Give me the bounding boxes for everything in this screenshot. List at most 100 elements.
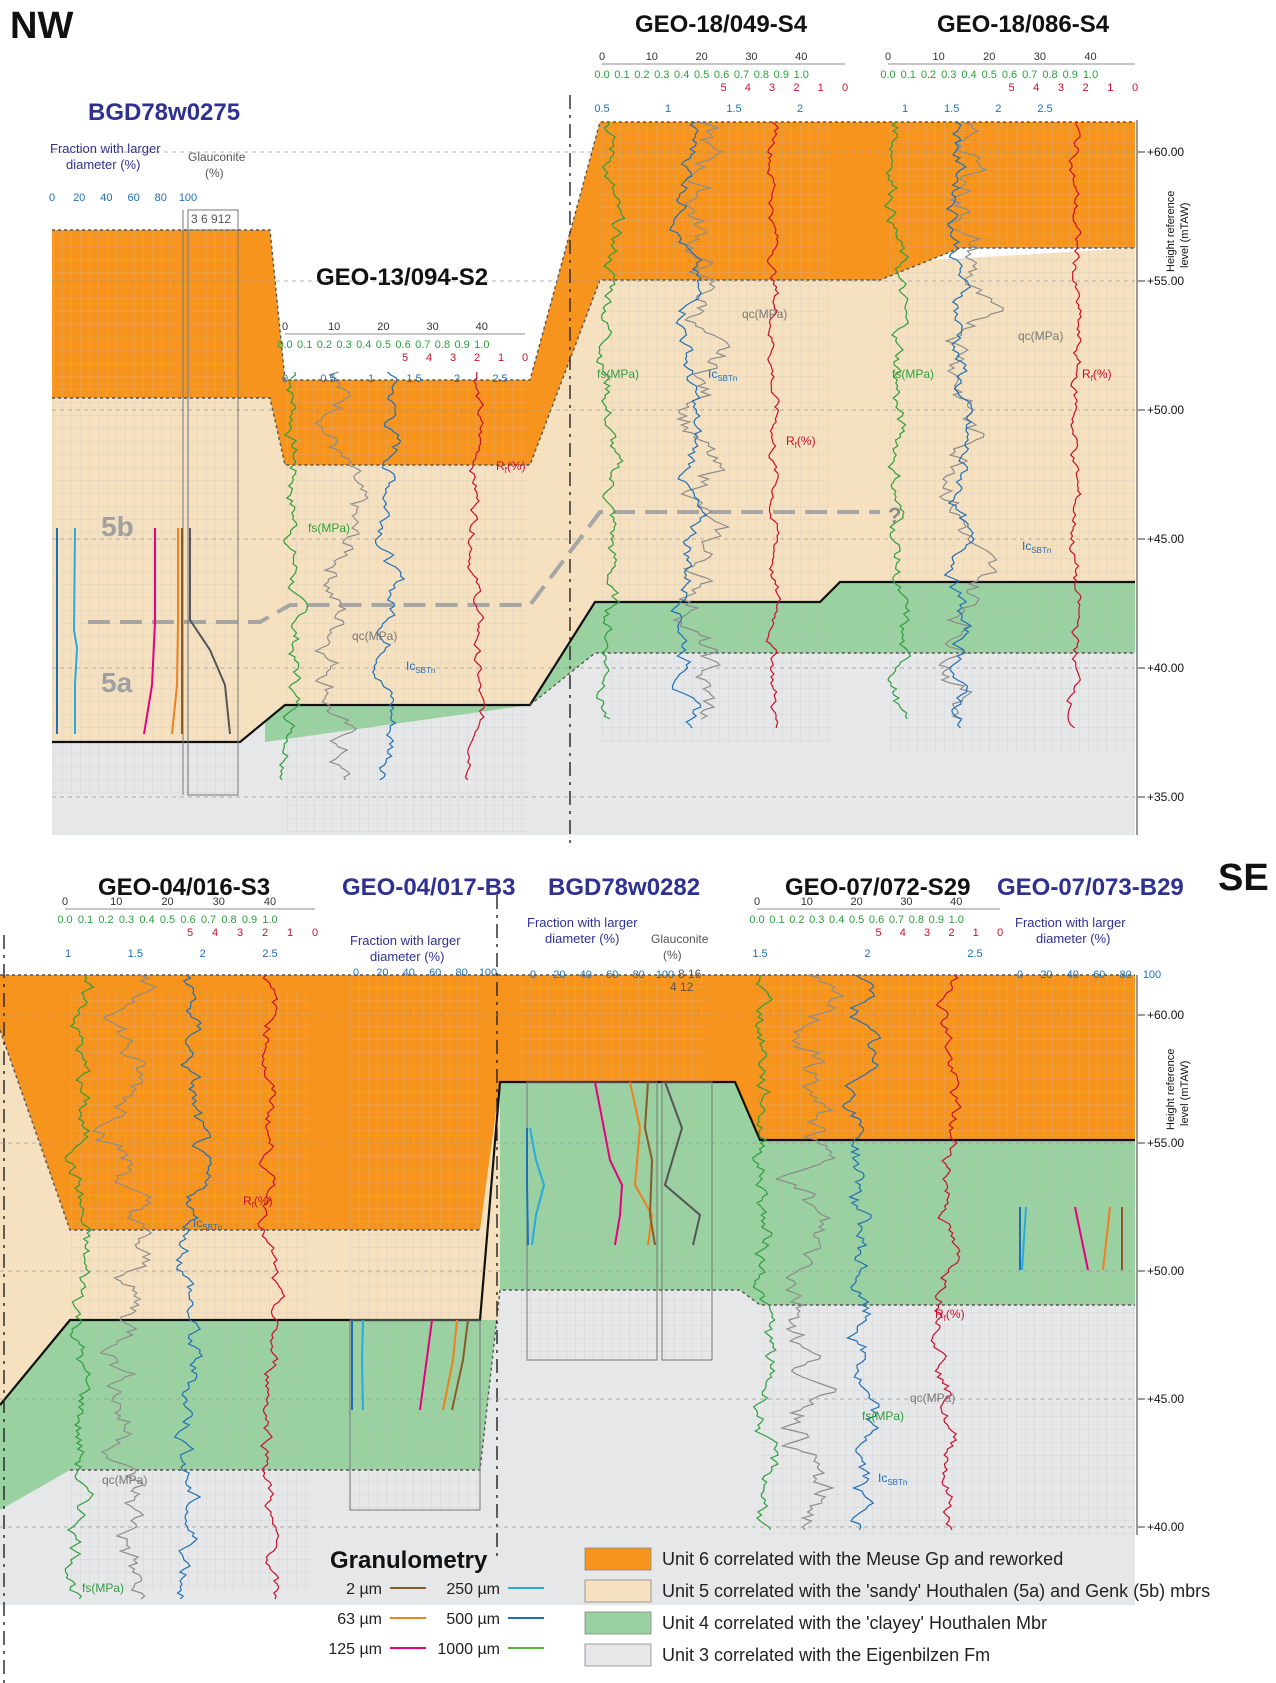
elevation-axis-bottom: Height reference level (mTAW) <box>1165 1049 1191 1130</box>
borehole-title: GEO-07/072-S29 <box>785 874 970 901</box>
granulometry-label: 1000 µm <box>437 1641 500 1658</box>
fs-tick: 0.2 <box>98 914 113 926</box>
granulometry-label: 125 µm <box>328 1641 382 1658</box>
borehole-title: BGD78w0282 <box>548 874 700 901</box>
qc-tick: 30 <box>745 51 757 63</box>
borehole-title: GEO-18/086-S4 <box>937 11 1110 38</box>
qc-label: qc(MPa) <box>352 629 397 643</box>
fs-tick: 0.7 <box>201 914 216 926</box>
fs-tick: 0.4 <box>356 339 371 351</box>
cpt-trace <box>278 371 309 781</box>
fraction-tick: 80 <box>455 967 467 979</box>
elev-tick-label: +40.00 <box>1147 661 1184 675</box>
qc-tick: 10 <box>110 896 122 908</box>
rf-label: Rf(%) <box>243 1194 273 1210</box>
fraction-header-line2: diameter (%) <box>370 949 444 964</box>
glauconite-header-line1: Glauconite <box>188 150 246 164</box>
cpt-trace <box>1066 121 1082 729</box>
fs-tick: 0.5 <box>160 914 175 926</box>
ic-tick: 0.5 <box>594 103 609 115</box>
ic-tick: 1 <box>902 103 908 115</box>
ic-label: IcSBTn <box>406 659 435 675</box>
rf-tick: 5 <box>720 82 726 94</box>
cpt-trace <box>464 371 485 781</box>
fraction-tick: 100 <box>656 969 674 981</box>
qc-tick: 30 <box>213 896 225 908</box>
elevation-ticks: +60.00 +55.00 +50.00 +45.00 +40.00 +35.00 +60.… <box>1136 120 1184 1535</box>
ic-tick: 2.5 <box>1037 103 1052 115</box>
fs-label: fs(MPa) <box>862 1409 904 1423</box>
cpt-trace <box>883 121 912 720</box>
fraction-tick: 0 <box>1017 969 1023 981</box>
fs-tick: 0.3 <box>941 69 956 81</box>
fs-tick: 0.5 <box>376 339 391 351</box>
fs-tick: 0.5 <box>849 914 864 926</box>
fraction-header-line1: Fraction with larger <box>1015 915 1126 930</box>
fs-tick: 0.0 <box>594 69 609 81</box>
ic-tick: 1.5 <box>726 103 741 115</box>
fraction-header-line2: diameter (%) <box>66 157 140 172</box>
rf-label: Rf(%) <box>1082 367 1112 383</box>
fraction-tick: 20 <box>1040 969 1052 981</box>
fraction-tick: 80 <box>155 192 167 204</box>
elev-tick-label: +55.00 <box>1147 1136 1184 1150</box>
rf-tick: 0 <box>842 82 848 94</box>
ic-tick: 2 <box>454 373 460 385</box>
borehole-title: GEO-07/073-B29 <box>997 874 1184 901</box>
cpt-trace <box>943 121 975 729</box>
fraction-tick: 0 <box>530 969 536 981</box>
elevation-axis-top: Height reference level (mTAW) <box>1165 191 1191 272</box>
cpt-trace <box>314 371 369 781</box>
fs-tick: 0.8 <box>909 914 924 926</box>
cpt-trace <box>595 121 626 720</box>
fs-tick: 0.4 <box>674 69 689 81</box>
cpt-trace <box>371 371 406 781</box>
fraction-header-line1: Fraction with larger <box>350 933 461 948</box>
rf-tick: 2 <box>262 927 268 939</box>
corner-label-se: SE <box>1218 857 1269 899</box>
ic-tick: 2.5 <box>492 373 507 385</box>
rf-label: Rf(%) <box>496 459 526 475</box>
fs-tick: 0.6 <box>1002 69 1017 81</box>
elev-tick-label: +60.00 <box>1147 1008 1184 1022</box>
qc-tick: 30 <box>900 896 912 908</box>
glauconite-ticks: 3 6 912 <box>191 212 231 226</box>
ic-tick: 2 <box>200 948 206 960</box>
qc-tick: 40 <box>264 896 276 908</box>
rf-tick: 0 <box>312 927 318 939</box>
borehole-title: BGD78w0275 <box>88 99 240 126</box>
glauconite-header-line1: Glauconite <box>651 932 709 946</box>
cpt-trace <box>257 974 286 1600</box>
fs-tick: 0.3 <box>654 69 669 81</box>
qc-tick: 0 <box>754 896 760 908</box>
top-cpt-curves <box>278 121 1082 781</box>
units-legend: Unit 6 correlated with the Meuse Gp and … <box>584 1547 1210 1667</box>
fraction-header-line1: Fraction with larger <box>527 915 638 930</box>
fraction-tick: 20 <box>73 192 85 204</box>
fs-tick: 0.0 <box>57 914 72 926</box>
qc-tick: 20 <box>851 896 863 908</box>
subunit-5a: 5a <box>101 667 133 698</box>
corner-label-nw: NW <box>10 5 73 47</box>
top-granulometry-plot <box>56 209 239 796</box>
ic-tick: 1.5 <box>944 103 959 115</box>
fs-tick: 0.9 <box>929 914 944 926</box>
rf-label: Rf(%) <box>786 434 816 450</box>
cpt-trace <box>930 974 962 1531</box>
elev-tick-label: +60.00 <box>1147 145 1184 159</box>
qc-tick: 40 <box>1084 51 1096 63</box>
cpt-trace <box>669 121 708 729</box>
fraction-tick: 60 <box>429 967 441 979</box>
fs-tick: 0.4 <box>961 69 976 81</box>
elev-tick-label: +50.00 <box>1147 403 1184 417</box>
qc-tick: 40 <box>950 896 962 908</box>
fs-tick: 0.7 <box>1022 69 1037 81</box>
qc-tick: 0 <box>599 51 605 63</box>
fs-tick: 0.7 <box>734 69 749 81</box>
ic-tick: 2.5 <box>262 948 277 960</box>
qc-tick: 10 <box>328 321 340 333</box>
fs-tick: 0.4 <box>829 914 844 926</box>
glauconite-header-line2: (%) <box>663 948 682 962</box>
borehole-title: GEO-04/017-B3 <box>342 874 515 901</box>
